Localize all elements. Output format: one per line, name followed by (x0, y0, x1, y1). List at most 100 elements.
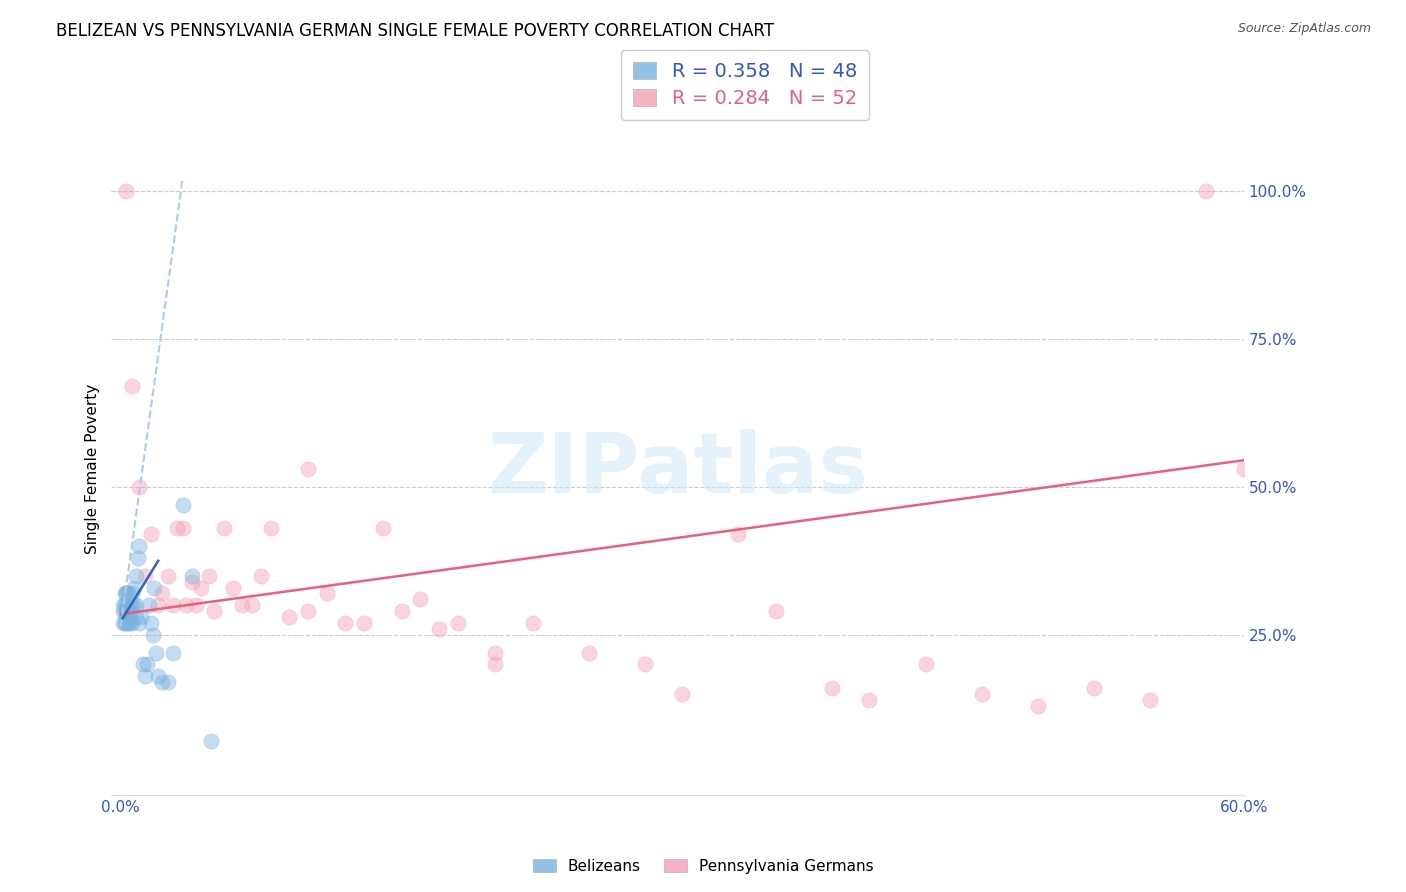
Point (427, 622, 450, 636)
Point (111, 615, 134, 630)
Point (371, 521, 394, 535)
Point (250, 568, 273, 582)
Point (142, 628, 165, 642)
Point (172, 521, 194, 535)
Point (162, 646, 184, 660)
Point (125, 568, 148, 582)
Point (970, 687, 993, 701)
Point (190, 581, 212, 595)
Point (765, 604, 787, 618)
Point (353, 615, 375, 630)
Point (120, 604, 142, 618)
Point (148, 669, 170, 683)
Point (447, 615, 470, 630)
Point (522, 615, 544, 630)
Point (117, 599, 139, 613)
Point (212, 521, 235, 535)
Point (315, 586, 337, 600)
Point (117, 615, 139, 630)
Point (240, 599, 263, 613)
Point (115, 586, 138, 600)
Point (115, 604, 138, 618)
Legend: Belizeans, Pennsylvania Germans: Belizeans, Pennsylvania Germans (526, 853, 880, 880)
Point (128, 539, 150, 553)
Point (150, 586, 173, 600)
Point (172, 498, 194, 512)
Point (115, 615, 138, 630)
Point (162, 599, 184, 613)
Point (117, 586, 139, 600)
Point (122, 599, 145, 613)
Point (114, 615, 136, 630)
Point (1083, 681, 1105, 695)
Point (297, 462, 319, 476)
Point (125, 610, 148, 624)
Point (111, 604, 134, 618)
Point (127, 550, 149, 565)
Point (120, 599, 142, 613)
Point (121, 379, 143, 393)
Point (231, 599, 253, 613)
Point (139, 615, 162, 630)
Point (278, 610, 301, 624)
Point (134, 568, 156, 582)
Point (138, 599, 160, 613)
Point (128, 615, 150, 630)
Point (1026, 698, 1049, 713)
Point (132, 657, 155, 672)
Text: BELIZEAN VS PENNSYLVANIA GERMAN SINGLE FEMALE POVERTY CORRELATION CHART: BELIZEAN VS PENNSYLVANIA GERMAN SINGLE F… (56, 22, 775, 40)
Point (115, 610, 138, 624)
Point (150, 675, 173, 690)
Point (391, 604, 413, 618)
Point (222, 581, 245, 595)
Point (671, 687, 693, 701)
Point (914, 657, 936, 672)
Point (578, 646, 600, 660)
Point (115, 586, 138, 600)
Point (484, 646, 506, 660)
Point (174, 599, 197, 613)
Point (120, 615, 142, 630)
Point (115, 599, 138, 613)
Point (180, 574, 202, 589)
Point (156, 568, 179, 582)
Point (128, 480, 150, 494)
Point (156, 675, 179, 690)
Point (259, 521, 281, 535)
Point (727, 527, 749, 541)
Point (117, 604, 139, 618)
Point (121, 586, 143, 600)
Point (202, 604, 225, 618)
Point (1139, 693, 1161, 707)
Point (145, 646, 167, 660)
Point (114, 586, 136, 600)
Point (409, 592, 432, 607)
Point (125, 599, 148, 613)
Point (131, 610, 153, 624)
Point (143, 581, 166, 595)
Point (197, 568, 219, 582)
Point (484, 657, 506, 672)
Point (114, 604, 136, 618)
Text: ZIPatlas: ZIPatlas (486, 429, 868, 509)
Point (166, 521, 188, 535)
Point (297, 604, 319, 618)
Point (121, 615, 143, 630)
Point (111, 599, 134, 613)
Point (1233, 462, 1256, 476)
Point (122, 581, 145, 595)
Point (821, 681, 844, 695)
Point (121, 599, 143, 613)
Point (634, 657, 657, 672)
Point (335, 615, 357, 630)
Point (858, 693, 880, 707)
Point (184, 599, 207, 613)
Point (114, 599, 136, 613)
Point (134, 669, 156, 683)
Legend: R = 0.358   N = 48, R = 0.284   N = 52: R = 0.358 N = 48, R = 0.284 N = 52 (621, 50, 869, 120)
Point (115, 184, 138, 198)
Point (180, 568, 202, 582)
Point (200, 734, 222, 748)
Point (148, 599, 170, 613)
Text: Source: ZipAtlas.com: Source: ZipAtlas.com (1237, 22, 1371, 36)
